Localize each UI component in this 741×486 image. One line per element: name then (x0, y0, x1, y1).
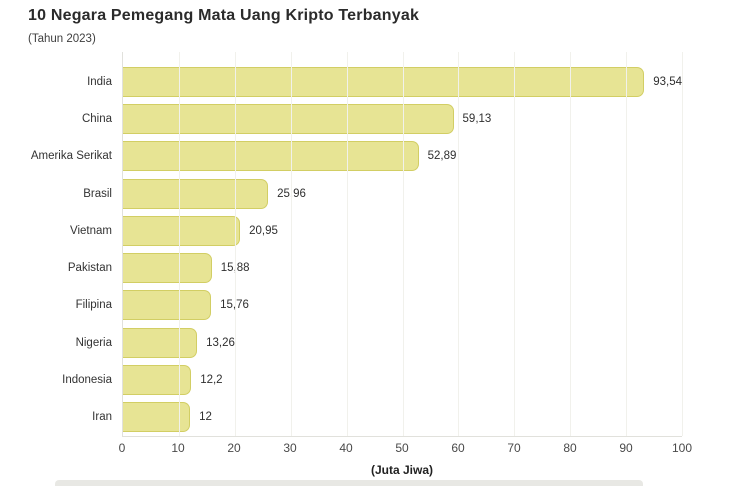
x-axis-title: (Juta Jiwa) (370, 463, 433, 477)
bar-indonesia (123, 365, 192, 396)
bar-row: Nigeria 13,26 (76, 324, 682, 361)
value-label: 93,54 (653, 75, 682, 88)
value-label: 59,13 (462, 112, 492, 125)
value-label: 13,26 (206, 336, 235, 349)
category-label: India (87, 75, 112, 88)
bar-iran (123, 402, 191, 433)
bar-vietnam (123, 215, 241, 246)
bar-china (123, 103, 454, 134)
gridline-x-20 (234, 52, 236, 436)
gridline-x-50 (402, 52, 404, 436)
value-label: 20,95 (249, 224, 278, 237)
x-tick-label: 40 (339, 441, 353, 455)
x-tick-label: 80 (563, 441, 577, 455)
category-label: Nigeria (75, 336, 112, 349)
gridline-x-90 (626, 52, 628, 436)
x-tick-label: 10 (171, 441, 185, 455)
bar-amerika-serikat (123, 141, 419, 172)
value-label: 15,76 (220, 299, 249, 311)
value-label: 12,2 (200, 374, 223, 387)
category-label: China (81, 112, 112, 125)
chart-title: 10 Negara Pemegang Mata Uang Kripto Terb… (28, 7, 420, 24)
bar-row: Filipina 15,76 (76, 287, 682, 324)
bar-nigeria (123, 327, 198, 358)
x-tick-label: 90 (619, 441, 633, 455)
bar-rows: India 93,54 China 59,13 Amerika Serikat 52,89… (31, 63, 682, 436)
bar-india (123, 66, 645, 97)
x-tick-label: 70 (507, 441, 521, 455)
x-tick-label: 50 (395, 441, 409, 455)
gridline-x-70 (514, 52, 516, 436)
cropped-element-below (55, 480, 643, 486)
plot-area: India 93,54 China 59,13 Amerika Serikat 52,89… (31, 52, 683, 437)
gridline-x-40 (346, 52, 348, 436)
gridline-x-10 (178, 52, 180, 436)
gridline-x-60 (458, 52, 460, 436)
category-label: Vietnam (70, 224, 112, 237)
bar-row: Brasil25,96 (83, 175, 682, 212)
bar-row: Pakistan15,88 (68, 249, 682, 286)
bar-filipina (123, 290, 212, 321)
gridline-x-80 (570, 52, 572, 436)
value-label: 12 (199, 411, 212, 424)
bar-row: Amerika Serikat 52,89 (31, 138, 682, 175)
x-tick-label: 100 (671, 441, 693, 455)
x-tick-label: 0 (118, 441, 126, 455)
category-label: Pakistan (67, 262, 112, 275)
category-label: Iran (92, 411, 112, 424)
x-axis: 0 10 20 30 40 50 60 70 80 90 100 (118, 441, 692, 457)
x-tick-label: 60 (451, 441, 465, 455)
gridline-x-100 (682, 52, 683, 436)
bar-row: Vietnam 20,95 (70, 212, 682, 249)
value-label: 52,89 (427, 150, 457, 163)
x-tick-label: 20 (227, 441, 241, 455)
category-label: Brasil (83, 187, 112, 200)
chart-subtitle: (Tahun 2023) (28, 33, 96, 45)
bar-pakistan (123, 253, 212, 284)
category-label: Indonesia (62, 374, 112, 387)
bar-row: India 93,54 (87, 63, 682, 100)
category-label: Amerika Serikat (30, 150, 112, 163)
x-tick-label: 30 (283, 441, 297, 455)
gridline-x-30 (290, 52, 292, 436)
bar-brasil (123, 178, 269, 209)
bar-row: China 59,13 (82, 100, 682, 137)
category-label: Filipina (75, 299, 112, 312)
